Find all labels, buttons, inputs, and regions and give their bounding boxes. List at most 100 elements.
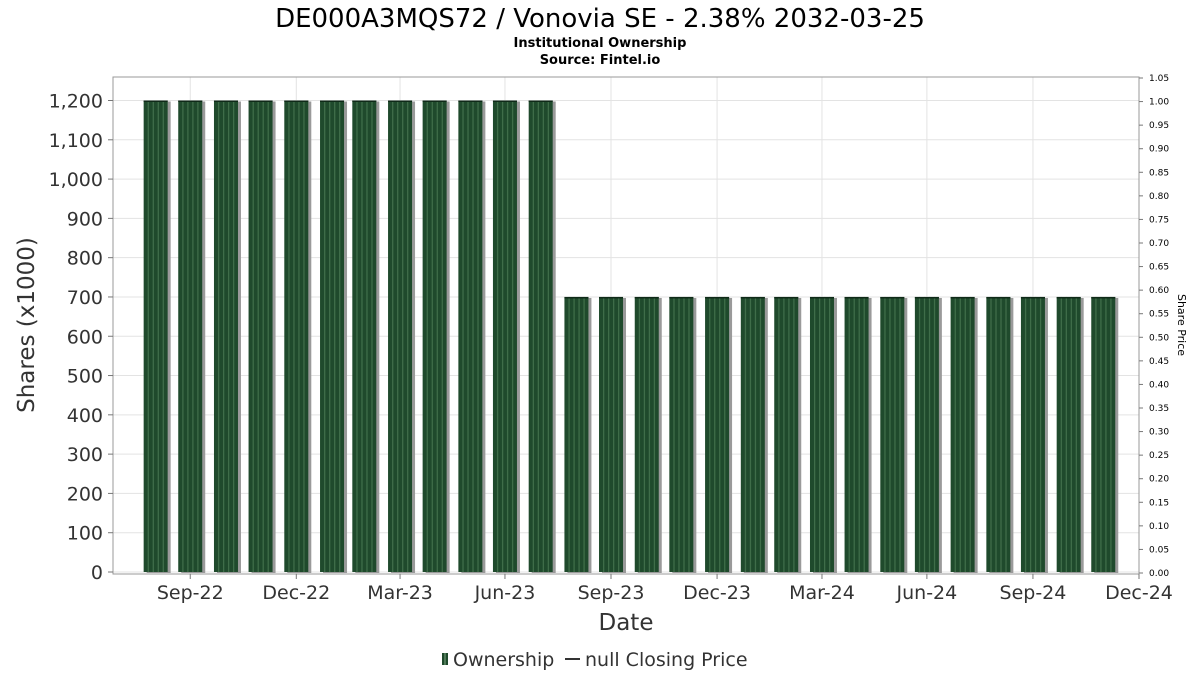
bar-body — [352, 100, 377, 572]
bar-body — [986, 296, 1011, 572]
y-tick-label: 1,200 — [49, 91, 103, 113]
bar-body — [213, 100, 238, 572]
bar-stripe — [293, 100, 295, 572]
ownership-bar — [422, 100, 450, 573]
bar-stripe — [324, 100, 326, 572]
bar-stripe — [1105, 296, 1107, 572]
bar-stripe — [262, 100, 264, 572]
bar-stripe — [339, 100, 341, 572]
ownership-bar — [880, 296, 908, 573]
x-tick-label: Jun-23 — [474, 582, 536, 604]
bar-stripe — [818, 296, 821, 572]
bar-stripe — [709, 296, 711, 572]
legend-closing-price-label: null Closing Price — [585, 649, 748, 671]
bar-top-edge — [950, 296, 975, 299]
y2-tick-label: 0.55 — [1149, 310, 1169, 320]
ownership-bar — [634, 296, 662, 573]
ownership-bar — [599, 296, 627, 573]
bar-stripe — [858, 296, 860, 572]
bar-stripe — [618, 296, 620, 572]
bar-stripe — [613, 296, 615, 572]
bar-stripe — [933, 296, 936, 572]
bar-stripe — [371, 100, 373, 572]
bar-top-edge — [492, 100, 517, 102]
bar-top-edge — [248, 100, 273, 102]
ownership-bar — [528, 100, 556, 573]
y2-tick-label: 0.50 — [1149, 333, 1169, 343]
bar-body — [248, 100, 273, 572]
bar-stripe — [467, 100, 469, 572]
bar-stripe — [1075, 296, 1077, 572]
ownership-bar — [248, 100, 276, 573]
bar-top-edge — [844, 296, 869, 299]
bar-body — [528, 100, 553, 572]
bar-stripe — [638, 296, 641, 572]
bar-stripe — [334, 100, 336, 572]
bar-stripe — [537, 100, 539, 572]
bar-stripe — [1000, 296, 1002, 572]
y2-tick-label: 0.75 — [1149, 215, 1169, 225]
bar-stripe — [496, 100, 499, 572]
y2-tick-label: 0.65 — [1149, 263, 1169, 273]
bar-stripe — [995, 296, 997, 572]
y-tick-label: 100 — [67, 523, 103, 545]
bar-top-edge — [914, 296, 939, 299]
x-tick-label: Mar-23 — [367, 582, 433, 604]
x-tick-label: Dec-23 — [683, 582, 751, 604]
bar-top-edge — [880, 296, 905, 299]
bar-stripe — [267, 100, 269, 572]
legend: Ownership null Closing Price — [442, 649, 748, 671]
y-tick-label: 1,000 — [49, 169, 103, 191]
y-tick-label: 700 — [67, 287, 103, 309]
bar-stripe — [813, 296, 816, 572]
ownership-bar — [458, 100, 486, 573]
bar-body — [809, 296, 834, 572]
bar-top-edge — [986, 296, 1011, 299]
bar-body — [914, 296, 939, 572]
ownership-bar — [178, 100, 206, 573]
bar-stripe — [532, 100, 534, 572]
y2-tick-label: 0.70 — [1149, 239, 1169, 249]
bar-top-edge — [599, 296, 624, 299]
bar-body — [1091, 296, 1116, 572]
bar-stripe — [1034, 296, 1037, 572]
y-tick-label: 800 — [67, 248, 103, 270]
bar-body — [880, 296, 905, 572]
bar-body — [774, 296, 799, 572]
bar-stripe — [162, 100, 164, 572]
bar-stripe — [547, 100, 549, 572]
bar-top-edge — [774, 296, 799, 299]
ownership-bar — [950, 296, 978, 573]
bar-top-edge — [458, 100, 483, 102]
bar-stripe — [192, 100, 194, 572]
y2-tick-label: 0.30 — [1149, 428, 1169, 438]
bar-body — [844, 296, 869, 572]
bar-stripe — [511, 100, 514, 572]
bar-stripe — [1095, 296, 1097, 572]
x-tick-label: Sep-23 — [578, 582, 645, 604]
ownership-bar — [1091, 296, 1119, 573]
bar-stripe — [1005, 296, 1007, 572]
bar-top-edge — [352, 100, 377, 102]
y2-tick-label: 0.60 — [1149, 286, 1169, 296]
bar-stripe — [853, 296, 855, 572]
bar-stripe — [969, 296, 971, 572]
bar-stripe — [848, 296, 850, 572]
bar-stripe — [1029, 296, 1032, 572]
bar-stripe — [823, 296, 826, 572]
bar-top-edge — [213, 100, 238, 102]
ownership-bar — [986, 296, 1014, 573]
y2-tick-label: 0.95 — [1149, 121, 1169, 131]
bar-body — [458, 100, 483, 572]
bar-stripe — [232, 100, 235, 572]
bar-stripe — [1110, 296, 1112, 572]
ownership-bar — [914, 296, 942, 573]
bar-stripe — [828, 296, 831, 572]
y2-tick-label: 0.80 — [1149, 192, 1169, 202]
bar-stripe — [501, 100, 504, 572]
y-tick-label: 900 — [67, 208, 103, 230]
y-tick-label: 300 — [67, 444, 103, 466]
x-tick-label: Dec-24 — [1105, 582, 1173, 604]
y-tick-label: 500 — [67, 366, 103, 388]
chart-subtitle: Institutional Ownership — [514, 36, 687, 51]
